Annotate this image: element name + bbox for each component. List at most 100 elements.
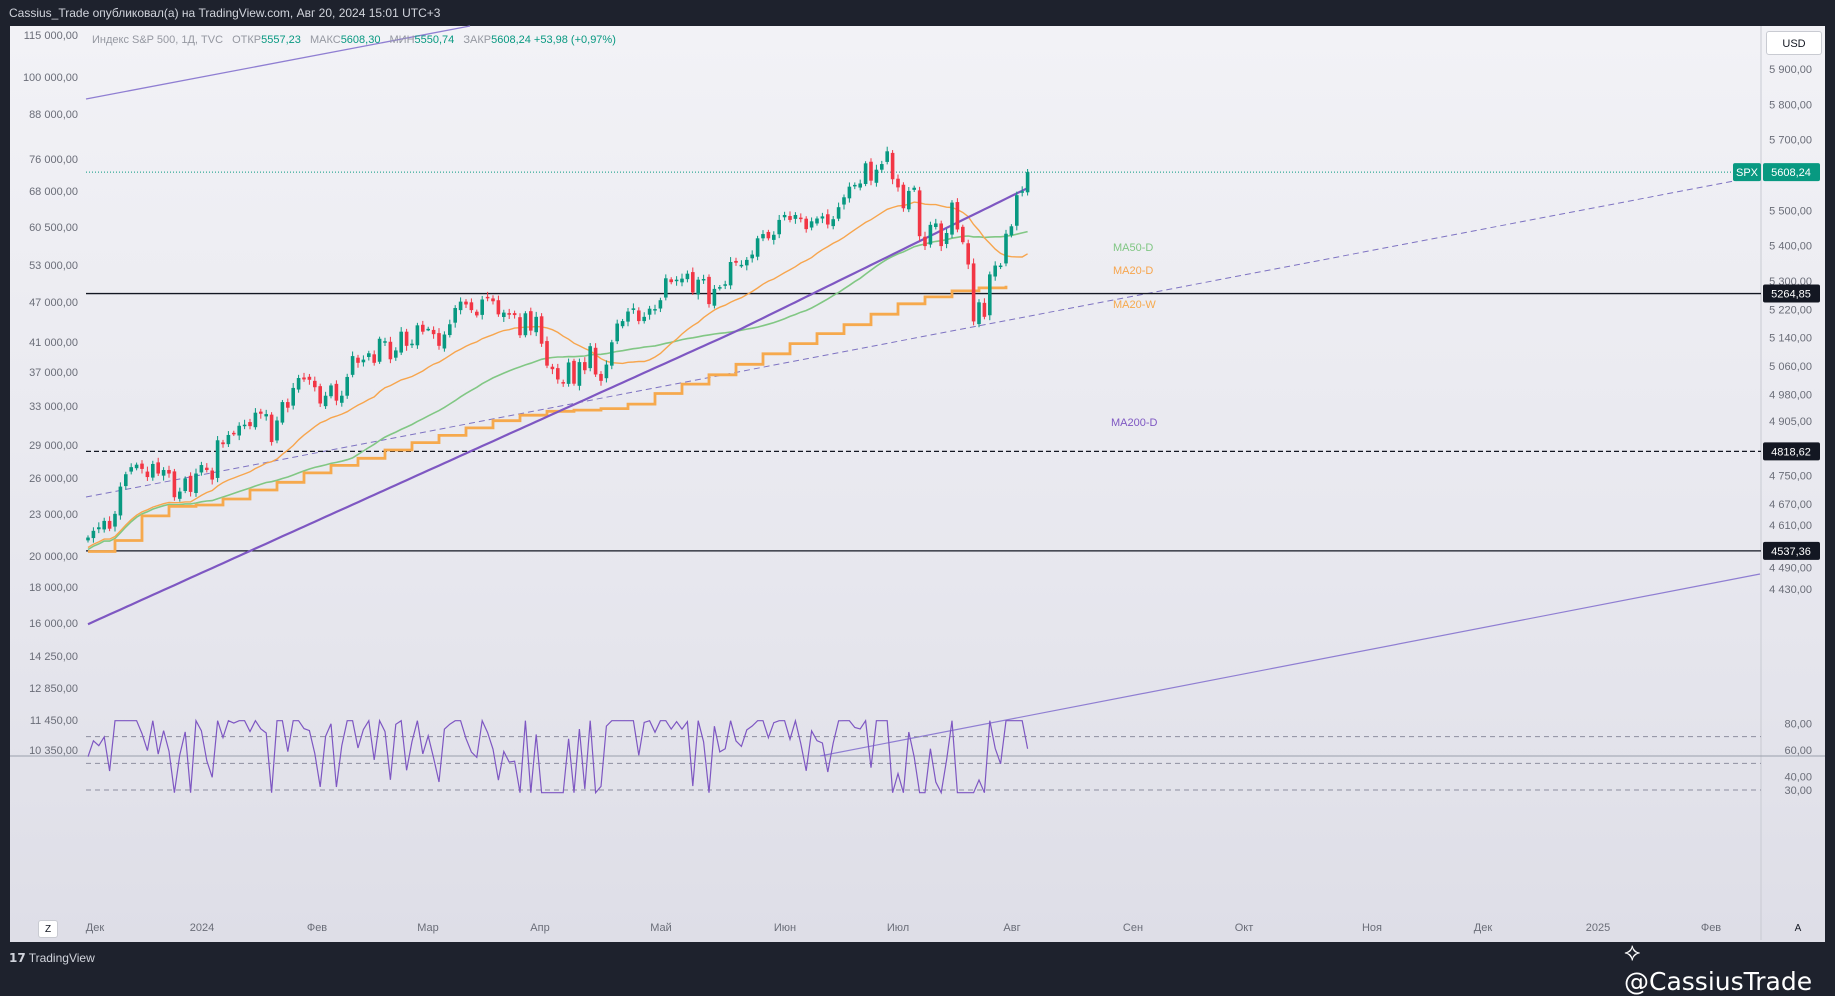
candle-body [507,313,511,315]
candle-body [215,440,220,478]
candle-body [701,278,706,281]
right-axis-tick: 5 220,00 [1769,304,1812,316]
candle-body [880,164,884,170]
candle-body [178,491,182,499]
legend-symbol[interactable]: Индекс S&P 500, 1Д, TVC [92,34,224,46]
candle-body [777,219,781,235]
time-axis-tick: Фев [307,922,327,934]
candle-body [637,310,641,322]
candle-body [97,527,101,530]
tv-logo-icon: 17 [9,951,26,965]
chart-panel[interactable] [10,26,1825,942]
auto-scale-button[interactable]: A [1794,923,1802,934]
candle-body [782,214,787,218]
right-axis-tick: 4 980,00 [1769,389,1812,401]
channel-mid-line [85,175,1761,498]
symbol-legend: Индекс S&P 500, 1Д, TVC ОТКР5557,23 МАКС… [92,34,616,46]
candle-body [350,356,355,375]
candle-body [161,469,166,476]
candle-body [394,350,398,358]
candle-body [491,298,495,302]
symbol-tag [1733,163,1761,182]
candle-body [404,331,409,346]
candle-body [723,284,727,286]
level-tag [1763,541,1820,560]
candle-body [313,380,317,388]
candle-body [194,473,198,493]
right-axis-tick: 4 610,00 [1769,520,1812,532]
candle-body [674,279,679,282]
left-axis-tick: 26 000,00 [29,473,78,485]
candle-body [296,378,301,390]
candle-body [588,346,592,369]
candle-body [712,288,717,306]
candle-body [361,359,366,363]
left-axis-tick: 12 850,00 [29,683,78,695]
currency-button[interactable]: USD [1766,31,1822,55]
left-axis-tick: 100 000,00 [23,72,78,84]
candle-body [826,214,830,225]
tradingview-logo[interactable]: 17 TradingView [9,951,95,965]
legend-low-label: МИН [389,34,415,46]
candle-body [307,376,312,380]
candle-body [226,434,231,445]
candle-body [545,341,549,366]
candle-body [766,231,771,239]
candle-body [399,331,403,353]
time-axis-tick: 2024 [190,922,214,934]
candle-body [971,263,976,322]
candle-body [129,467,133,472]
time-axis-tick: Май [650,922,672,934]
candle-body [534,316,538,333]
time-axis-tick: Ноя [1362,922,1382,934]
candle-body [955,202,960,230]
candle-body [172,471,177,498]
author-watermark: ⟡ @CassiusTrade [1624,937,1813,996]
candle-body [707,276,711,305]
level-tag [1763,284,1820,303]
candle-body [1020,191,1024,193]
candle-body [961,226,965,243]
left-axis-tick: 29 000,00 [29,440,78,452]
candle-body [680,278,684,283]
candle-body [950,202,954,235]
left-axis-tick: 53 000,00 [29,260,78,272]
candle-body [793,214,798,219]
time-axis-tick: Сен [1123,922,1143,934]
candle-body [259,411,263,414]
candle-body [831,219,835,227]
candle-body [264,414,268,417]
candle-body [167,469,171,474]
candle-body [966,243,970,265]
candle-body [151,463,155,478]
candle-body [372,354,376,363]
candle-body [809,221,814,228]
candle-body [529,311,533,331]
candle-body [86,537,90,541]
candle-body [415,325,420,346]
candle-body [113,513,117,527]
candle-body [329,385,333,397]
left-axis-tick: 23 000,00 [29,509,78,521]
left-axis-tick: 47 000,00 [29,297,78,309]
candle-body [280,402,285,423]
candle-body [772,234,776,240]
candle-body [734,260,738,263]
candle-body [664,278,668,298]
right-axis-tick: 4 670,00 [1769,499,1812,511]
left-axis-tick: 37 000,00 [29,367,78,379]
candle-body [728,262,733,286]
candle-body [626,311,630,322]
candle-body [383,341,387,343]
candle-body [642,316,646,322]
zoom-toggle-button[interactable]: Z [38,920,58,938]
candle-body [323,395,328,407]
candle-body [912,187,916,190]
candle-body [140,463,144,469]
publisher-line: Cassius_Trade опубликовал(а) на TradingV… [9,6,441,20]
candle-body [221,442,225,445]
candle-body [242,424,247,427]
legend-open-label: ОТКР [232,34,262,46]
last-price-label: 5608,24 [1771,167,1811,179]
